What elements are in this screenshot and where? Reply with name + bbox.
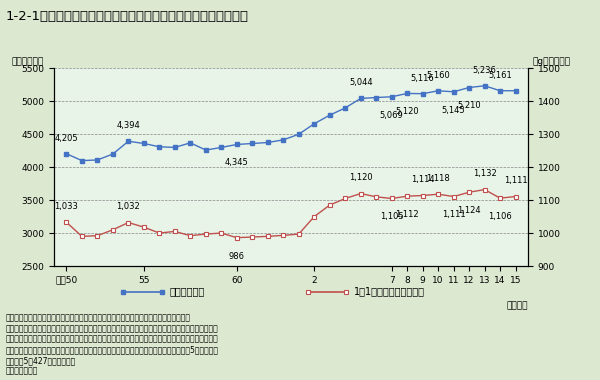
Text: 5,161: 5,161 — [488, 71, 512, 80]
Text: （注）「ごみ総排出量」＝「計画収集ごみ量＋直接持込みごみ量＋自家処理量」である。: （注）「ごみ総排出量」＝「計画収集ごみ量＋直接持込みごみ量＋自家処理量」である。 — [6, 314, 191, 323]
Text: 4,394: 4,394 — [116, 121, 140, 130]
Text: 1,120: 1,120 — [349, 173, 373, 182]
Text: 1,114: 1,114 — [411, 176, 434, 184]
Text: 5,236: 5,236 — [473, 66, 497, 75]
Text: 1,111: 1,111 — [504, 176, 527, 185]
Text: 5,145: 5,145 — [442, 106, 466, 115]
Text: （g／人・日）: （g／人・日） — [533, 57, 571, 66]
Text: 1,105: 1,105 — [380, 212, 403, 222]
Text: 1人1日当たりごみ排出量: 1人1日当たりごみ排出量 — [354, 287, 425, 297]
Text: 1,112: 1,112 — [395, 210, 419, 219]
Text: 1,118: 1,118 — [426, 174, 450, 183]
Text: 5,210: 5,210 — [457, 101, 481, 111]
Text: （万と／年）: （万と／年） — [11, 57, 44, 66]
Text: （資料）環境省: （資料）環境省 — [6, 367, 38, 376]
Text: ごみ総排出量: ごみ総排出量 — [169, 287, 205, 297]
Text: 量は、5，427万とである。: 量は、5，427万とである。 — [6, 356, 76, 365]
Text: 4,205: 4,205 — [55, 134, 78, 142]
Text: 1,033: 1,033 — [55, 202, 79, 211]
Text: 5,069: 5,069 — [380, 111, 404, 120]
Text: （年度）: （年度） — [506, 302, 528, 310]
Text: 1,132: 1,132 — [473, 169, 497, 179]
Text: 1-2-1図　ごみ総排出量及び１人１日当たりのごみ排出量の推移: 1-2-1図 ごみ総排出量及び１人１日当たりのごみ排出量の推移 — [6, 10, 249, 22]
Text: 986: 986 — [229, 252, 245, 261]
Text: を差し引き、資源ごみの「集団回収量」を加算したものとしており、その場合の平成＝5年度の排出: を差し引き、資源ごみの「集団回収量」を加算したものとしており、その場合の平成＝5… — [6, 345, 219, 355]
Text: 1,111: 1,111 — [442, 211, 466, 219]
Text: 5,120: 5,120 — [395, 107, 419, 116]
Text: を図るための基本的な方针」における一般廃棄物の排出量は、「ごみ総排出量」から「自家処理量」: を図るための基本的な方针」における一般廃棄物の排出量は、「ごみ総排出量」から「自… — [6, 335, 219, 344]
Text: 4,345: 4,345 — [225, 158, 248, 167]
Text: 5,160: 5,160 — [426, 71, 450, 80]
Text: 廃棄物処理法に基づく「廃棄物の減量その他その適正な処理に関する施策の総合的かつ計画的な推進: 廃棄物処理法に基づく「廃棄物の減量その他その適正な処理に関する施策の総合的かつ計… — [6, 324, 219, 333]
Text: 1,032: 1,032 — [116, 203, 140, 211]
Text: 5,116: 5,116 — [411, 74, 434, 82]
Text: 5,044: 5,044 — [349, 78, 373, 87]
Text: 1,124: 1,124 — [457, 206, 481, 215]
Text: 1,106: 1,106 — [488, 212, 512, 221]
